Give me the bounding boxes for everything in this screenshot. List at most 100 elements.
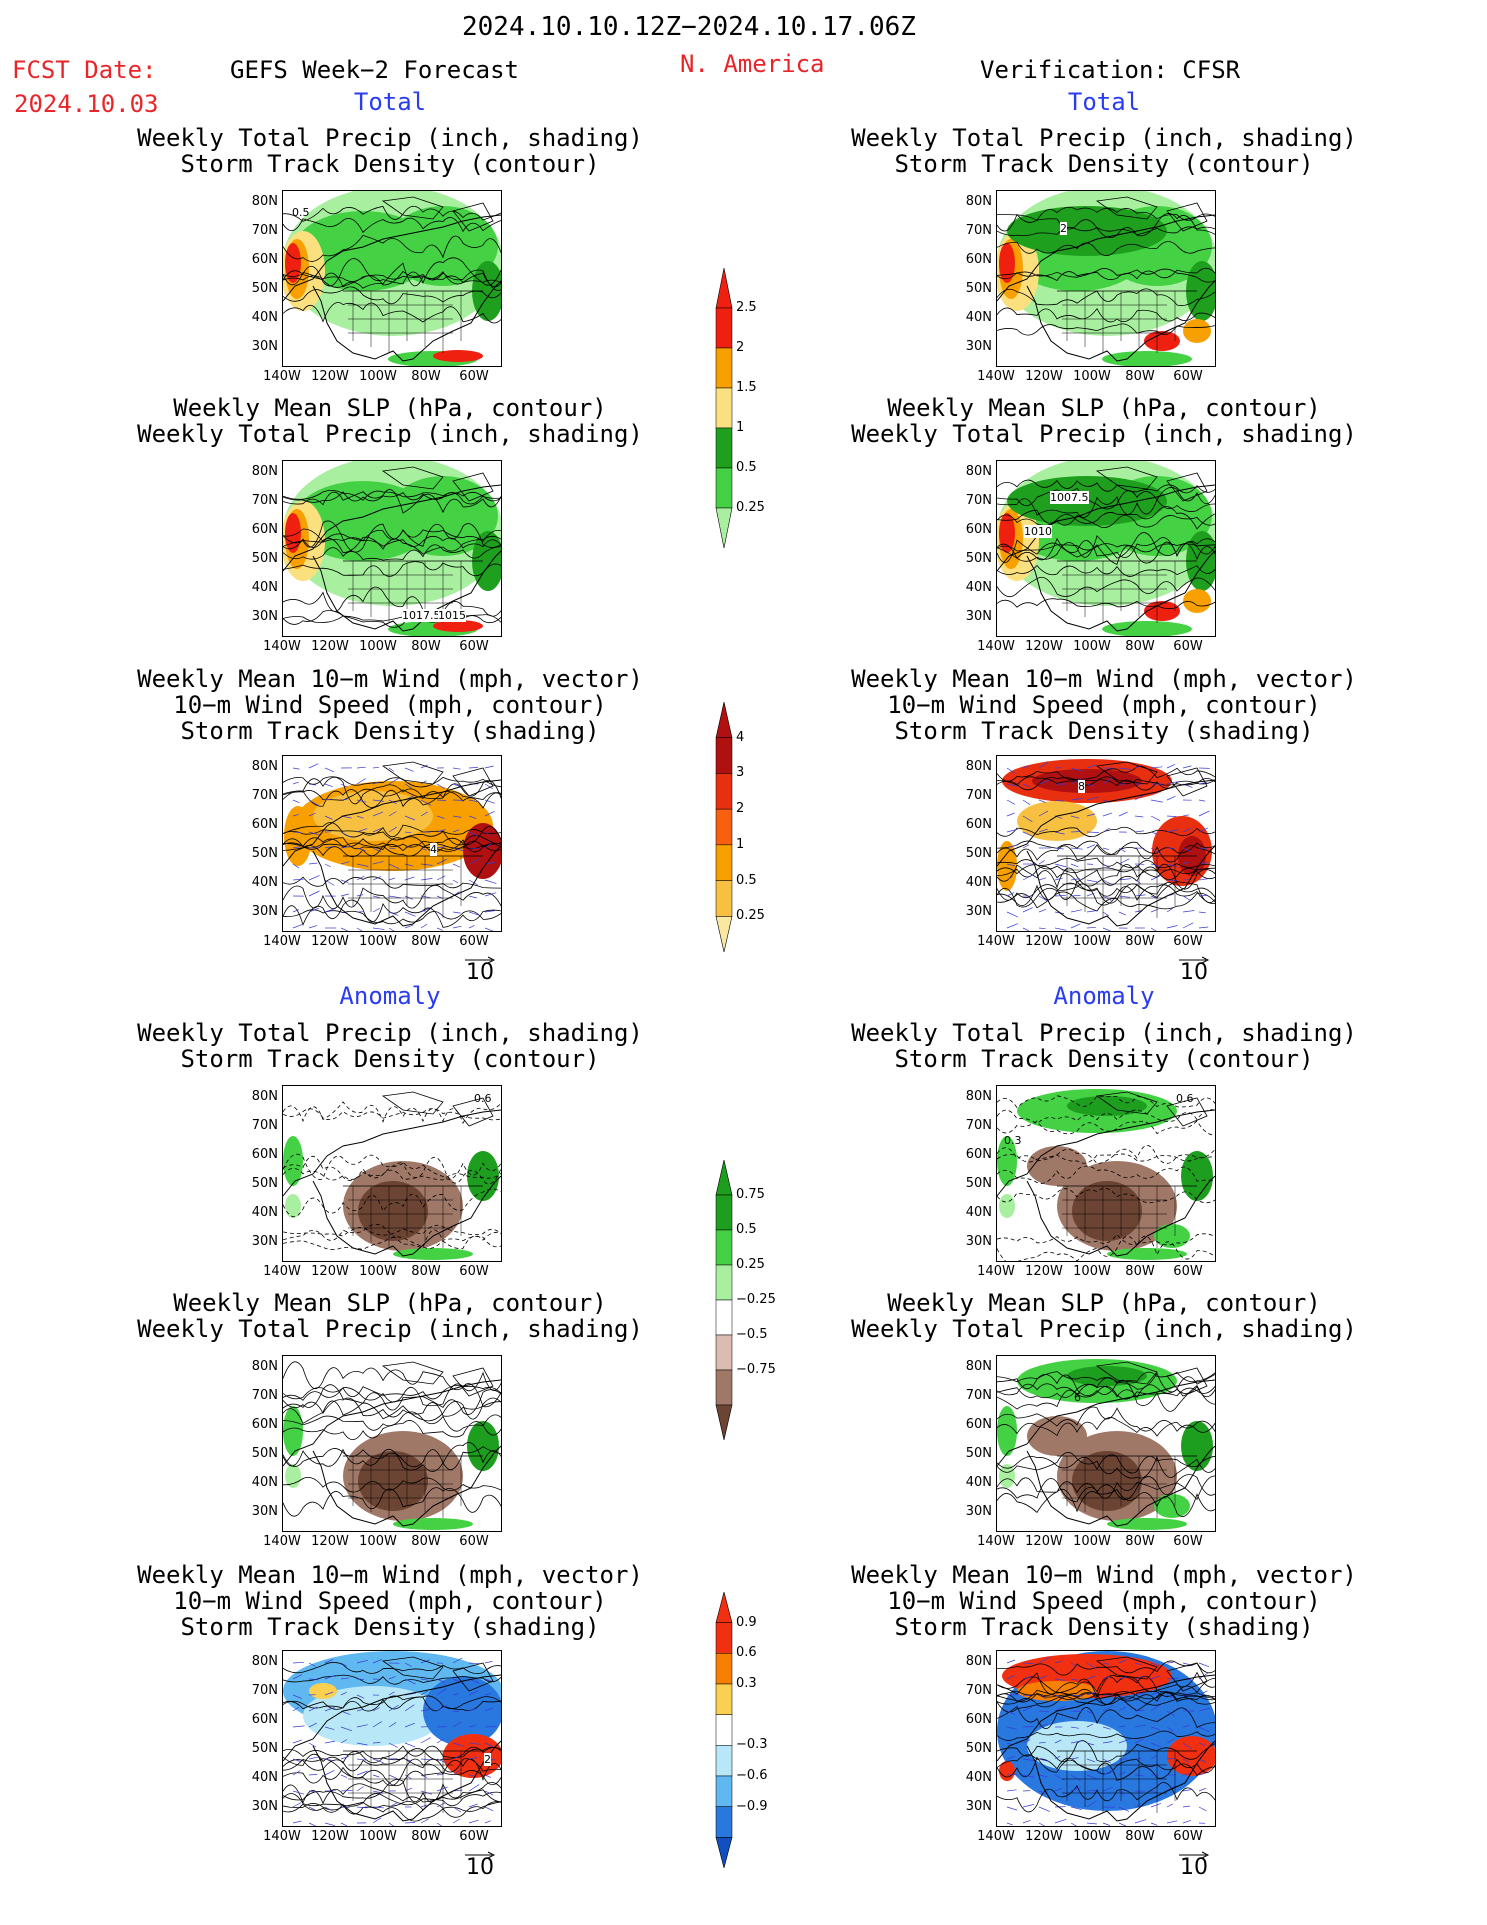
colorbar-label: 1.5 bbox=[736, 380, 757, 395]
lon-tick-label: 80W bbox=[1125, 639, 1155, 654]
panel-title-line: Weekly Total Precip (inch, shading) bbox=[851, 1315, 1357, 1343]
panel-title-line: Weekly Mean SLP (hPa, contour) bbox=[173, 1289, 607, 1317]
lon-tick-label: 60W bbox=[459, 1264, 489, 1279]
lat-tick-label: 40N bbox=[251, 1475, 278, 1490]
contour-label: 1010 bbox=[1024, 525, 1052, 538]
lat-tick-label: 60N bbox=[251, 1147, 278, 1162]
map-plot bbox=[283, 191, 501, 366]
lat-tick-label: 60N bbox=[965, 1712, 992, 1727]
contour-label: 0.6 bbox=[1176, 1092, 1194, 1105]
map-plot bbox=[283, 1361, 501, 1530]
lat-tick-label: 40N bbox=[251, 580, 278, 595]
panel-title-line: Storm Track Density (contour) bbox=[180, 1045, 600, 1073]
colorbar-label: −0.25 bbox=[736, 1292, 776, 1307]
lat-tick-label: 30N bbox=[251, 1234, 278, 1249]
lat-tick-label: 30N bbox=[251, 904, 278, 919]
lon-tick-label: 140W bbox=[977, 639, 1015, 654]
lat-tick-label: 50N bbox=[251, 1446, 278, 1461]
lon-tick-label: 140W bbox=[263, 369, 301, 384]
map-panel bbox=[996, 1355, 1216, 1532]
contour-label: 1007.5 bbox=[1050, 491, 1089, 504]
lat-tick-label: 50N bbox=[965, 281, 992, 296]
lon-tick-label: 100W bbox=[1073, 1534, 1111, 1549]
lon-tick-label: 60W bbox=[1173, 1534, 1203, 1549]
map-panel bbox=[282, 190, 502, 367]
lon-tick-label: 100W bbox=[359, 369, 397, 384]
lat-tick-label: 40N bbox=[251, 875, 278, 890]
lat-tick-label: 50N bbox=[251, 281, 278, 296]
vector-reference-arrow-icon bbox=[1178, 1845, 1210, 1864]
lat-tick-label: 70N bbox=[251, 1683, 278, 1698]
panel-title-line: Storm Track Density (contour) bbox=[180, 150, 600, 178]
panel-title-line: Weekly Total Precip (inch, shading) bbox=[137, 1019, 643, 1047]
panel-title-line: Weekly Total Precip (inch, shading) bbox=[137, 420, 643, 448]
lat-tick-label: 70N bbox=[965, 493, 992, 508]
map-panel bbox=[282, 1355, 502, 1532]
lat-tick-label: 70N bbox=[251, 223, 278, 238]
lat-tick-label: 70N bbox=[251, 1118, 278, 1133]
lat-tick-label: 50N bbox=[965, 551, 992, 566]
colorbar-label: 0.5 bbox=[736, 872, 757, 888]
map-plot bbox=[997, 191, 1215, 366]
lon-tick-label: 80W bbox=[411, 1534, 441, 1549]
lat-tick-label: 50N bbox=[251, 1741, 278, 1756]
colorbar-label: 3 bbox=[736, 765, 745, 781]
lon-tick-label: 120W bbox=[1025, 1829, 1063, 1844]
lat-tick-label: 70N bbox=[251, 493, 278, 508]
lon-tick-label: 140W bbox=[977, 1264, 1015, 1279]
colorbar-label: 0.25 bbox=[736, 500, 765, 515]
lat-tick-label: 80N bbox=[965, 1359, 992, 1374]
map-plot bbox=[997, 1359, 1215, 1530]
lat-tick-label: 80N bbox=[251, 759, 278, 774]
contour-label: 4 bbox=[430, 843, 437, 856]
lon-tick-label: 100W bbox=[1073, 639, 1111, 654]
map-panel bbox=[282, 755, 502, 932]
colorbar-label: −0.3 bbox=[736, 1737, 768, 1753]
lat-tick-label: 60N bbox=[965, 1417, 992, 1432]
lat-tick-label: 50N bbox=[965, 1176, 992, 1191]
lon-tick-label: 140W bbox=[977, 1534, 1015, 1549]
colorbar-label: 4 bbox=[736, 729, 745, 745]
lon-tick-label: 140W bbox=[977, 369, 1015, 384]
contour-label: 1015 bbox=[438, 609, 466, 622]
map-panel bbox=[996, 755, 1216, 932]
lon-tick-label: 120W bbox=[1025, 639, 1063, 654]
lat-tick-label: 80N bbox=[251, 194, 278, 209]
map-panel bbox=[282, 460, 502, 637]
lon-tick-label: 120W bbox=[1025, 369, 1063, 384]
panel-title-line: Storm Track Density (shading) bbox=[894, 1613, 1314, 1641]
lon-tick-label: 80W bbox=[411, 369, 441, 384]
lon-tick-label: 60W bbox=[459, 369, 489, 384]
panel-title-line: 10−m Wind Speed (mph, contour) bbox=[887, 691, 1321, 719]
forecast-model-title: GEFS Week−2 Forecast bbox=[230, 56, 519, 84]
map-plot bbox=[283, 1651, 501, 1826]
map-plot bbox=[997, 1651, 1215, 1826]
lat-tick-label: 40N bbox=[965, 580, 992, 595]
panel-title-line: Weekly Mean SLP (hPa, contour) bbox=[173, 394, 607, 422]
lon-tick-label: 60W bbox=[459, 639, 489, 654]
colorbar-label: 0.25 bbox=[736, 1257, 765, 1272]
lon-tick-label: 80W bbox=[1125, 934, 1155, 949]
map-plot bbox=[283, 1091, 501, 1260]
lat-tick-label: 30N bbox=[965, 1504, 992, 1519]
lat-tick-label: 40N bbox=[965, 1205, 992, 1220]
contour-label: 0.6 bbox=[474, 1092, 492, 1105]
lon-tick-label: 80W bbox=[1125, 1264, 1155, 1279]
lon-tick-label: 100W bbox=[359, 1534, 397, 1549]
colorbar-label: 0.6 bbox=[736, 1645, 757, 1661]
panel-title-line: Weekly Mean SLP (hPa, contour) bbox=[887, 1289, 1321, 1317]
vector-reference-label: 10 bbox=[1180, 1855, 1208, 1880]
lat-tick-label: 80N bbox=[251, 1654, 278, 1669]
colorbar-label: −0.75 bbox=[736, 1362, 776, 1377]
section-anomaly-right: Anomaly bbox=[1053, 982, 1155, 1010]
colorbar-label: −0.6 bbox=[736, 1768, 768, 1783]
panel-title-line: Storm Track Density (shading) bbox=[894, 717, 1314, 745]
contour-label: 1017.5 bbox=[402, 609, 441, 622]
lat-tick-label: 40N bbox=[251, 1770, 278, 1785]
panel-title-line: Weekly Total Precip (inch, shading) bbox=[851, 124, 1357, 152]
lat-tick-label: 30N bbox=[965, 904, 992, 919]
lon-tick-label: 100W bbox=[359, 1264, 397, 1279]
colorbar-label: 0.3 bbox=[736, 1676, 757, 1691]
colorbar-label: 1 bbox=[736, 836, 745, 852]
vector-reference-arrow-icon bbox=[464, 1845, 496, 1864]
